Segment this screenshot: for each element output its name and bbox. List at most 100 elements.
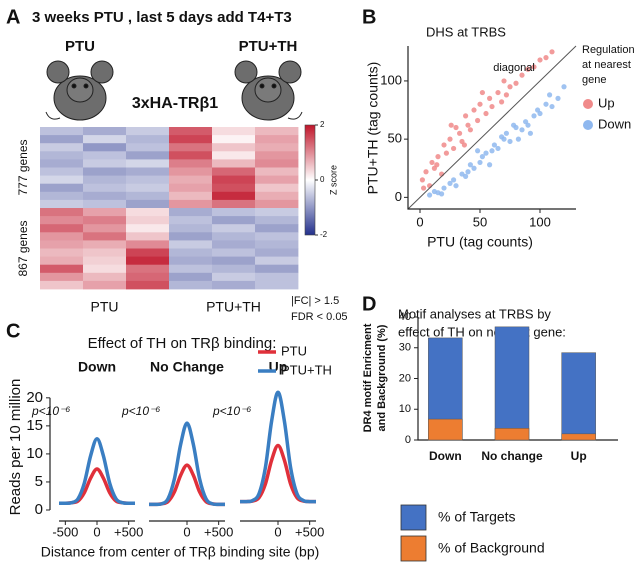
heatmap-cell xyxy=(83,224,127,233)
heatmap-cell xyxy=(255,240,299,249)
scatter-point xyxy=(510,122,517,128)
scatter-point xyxy=(465,122,471,128)
heatmap-cell xyxy=(126,256,170,266)
scatter-point xyxy=(501,78,507,84)
scatter-point xyxy=(441,185,447,191)
y-tick-label: 30 xyxy=(399,342,411,354)
y-tick-label: 20 xyxy=(26,389,43,406)
heatmap-cell xyxy=(83,183,127,193)
heatmap-cell xyxy=(83,208,127,217)
heatmap-cell xyxy=(126,264,170,274)
heatmap-cell xyxy=(40,167,84,176)
heatmap-cell xyxy=(83,280,127,290)
heatmap-cell xyxy=(83,256,127,266)
annotation: |FC| > 1.5 xyxy=(291,295,339,307)
scatter-point xyxy=(499,134,505,140)
scatter-point xyxy=(525,66,531,72)
colorbar xyxy=(304,124,316,236)
scatter-point xyxy=(515,136,522,142)
legend-marker xyxy=(400,504,427,531)
scatter-point xyxy=(499,99,505,105)
chart-title: effect of TH on nearest gene: xyxy=(398,324,566,339)
mouse-icon xyxy=(45,60,114,121)
annotation: p<10⁻⁶ xyxy=(121,404,160,418)
profile-line xyxy=(58,467,136,506)
subtitle: 3xHA-TRβ1 xyxy=(132,95,218,112)
heatmap-cell xyxy=(83,175,127,185)
colorbar-tick-label: 0 xyxy=(320,175,325,184)
heatmap-cell xyxy=(169,256,213,266)
heatmap-cell xyxy=(212,159,256,168)
x-tick-label: 0 xyxy=(183,524,190,539)
heatmap-cell xyxy=(255,127,299,136)
scatter-point xyxy=(457,130,463,136)
scatter-point xyxy=(503,130,509,136)
scatter-point xyxy=(465,169,471,175)
heatmap-cell xyxy=(126,151,170,160)
heatmap-cell xyxy=(83,191,127,201)
profile-line xyxy=(58,437,136,506)
heatmap-cell xyxy=(126,208,170,217)
heatmap-cell xyxy=(255,191,299,201)
column-group-label: PTU+TH xyxy=(206,299,261,315)
heatmap-cell xyxy=(255,208,299,217)
scatter-point xyxy=(477,159,483,166)
heatmap-cell xyxy=(40,191,84,201)
scatter-point xyxy=(507,138,513,145)
scatter-point xyxy=(461,142,467,148)
row-group-label: 777 genes xyxy=(16,139,30,195)
scatter-point xyxy=(495,89,501,96)
scatter-point xyxy=(434,162,440,168)
scatter-point xyxy=(503,92,509,98)
y-tick-label: 5 xyxy=(35,473,43,490)
heatmap-cell xyxy=(169,199,213,209)
heatmap-cell xyxy=(169,208,213,217)
legend-title: Regulation xyxy=(582,44,635,56)
annotation: FDR < 0.05 xyxy=(291,311,348,323)
y-tick-label: 50 xyxy=(388,131,402,146)
heatmap-cell xyxy=(255,224,299,233)
scatter-point xyxy=(507,84,513,90)
bar xyxy=(494,326,530,441)
heatmap-cell xyxy=(212,135,256,144)
scatter-point xyxy=(531,113,537,119)
legend-label: % of Background xyxy=(438,540,545,556)
scatter-point xyxy=(519,72,525,78)
scatter-point xyxy=(513,80,519,86)
scatter-point xyxy=(531,64,537,70)
scatter-point xyxy=(439,191,445,197)
annotation: diagonal xyxy=(493,62,535,74)
heatmap-cell xyxy=(40,127,84,136)
heatmap-cell xyxy=(169,151,213,160)
heatmap-cell xyxy=(212,280,256,290)
heatmap-cell xyxy=(40,224,84,233)
heatmap-cell xyxy=(83,135,127,144)
heatmap-cell xyxy=(83,272,127,282)
heatmap-cell xyxy=(40,272,84,282)
legend-label: Up xyxy=(598,95,615,110)
x-tick-label: Up xyxy=(571,449,587,463)
profile-line xyxy=(239,390,317,504)
scatter-point xyxy=(423,169,429,175)
x-tick-label: 0 xyxy=(416,214,423,229)
colorbar-tick-label: -2 xyxy=(320,230,328,239)
scatter-point xyxy=(475,117,481,124)
chart-title: 3 weeks PTU , last 5 days add T4+T3 xyxy=(32,9,292,26)
scatter-point xyxy=(549,103,555,110)
heatmap-cell xyxy=(169,191,213,201)
bar xyxy=(428,418,463,441)
heatmap-cell xyxy=(83,264,127,274)
heatmap-cell xyxy=(212,264,256,274)
heatmap-cell xyxy=(40,248,84,257)
heatmap-cell xyxy=(126,199,170,209)
heatmap-cell xyxy=(255,280,299,290)
scatter-point xyxy=(453,124,459,131)
heatmap-cell xyxy=(169,159,213,168)
x-tick-label: 0 xyxy=(274,524,281,539)
heatmap-cell xyxy=(83,232,127,241)
heatmap-cell xyxy=(126,224,170,233)
scatter-point xyxy=(483,150,489,156)
axis-line xyxy=(407,46,576,210)
heatmap-cell xyxy=(83,240,127,249)
